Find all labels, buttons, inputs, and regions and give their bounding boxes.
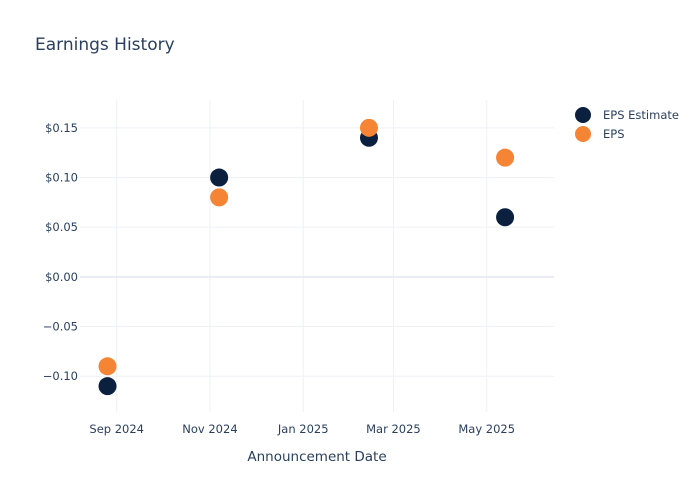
grid [80,100,554,412]
legend-label[interactable]: EPS Estimate [603,108,679,122]
x-tick-label: Mar 2025 [366,422,421,436]
y-axis-ticks: $0.15 $0.10 $0.05 $0.00 −0.05 −0.10 [43,121,78,383]
legend-label[interactable]: EPS [603,127,625,141]
x-tick-label: Sep 2024 [89,422,144,436]
y-tick-label: −0.05 [43,320,78,334]
y-tick-label: $0.00 [45,270,78,284]
x-axis-ticks: Sep 2024 Nov 2024 Jan 2025 Mar 2025 May 2025 [89,422,515,436]
x-axis-title: Announcement Date [247,449,386,465]
eps-actual-point[interactable] [496,148,515,167]
eps-actual-point[interactable] [359,118,378,137]
eps-actual-point[interactable] [98,357,117,376]
x-tick-label: May 2025 [458,422,515,436]
eps-estimate-point[interactable] [496,208,515,227]
legend[interactable]: EPS Estimate EPS [575,107,679,142]
y-tick-label: $0.15 [45,121,78,135]
chart-title: Earnings History [35,35,175,55]
data-points [98,118,515,396]
eps-actual-point[interactable] [210,188,229,207]
y-tick-label: $0.05 [45,220,78,234]
x-tick-label: Nov 2024 [182,422,237,436]
eps-estimate-point[interactable] [98,377,117,396]
legend-marker[interactable] [575,126,591,142]
y-tick-label: −0.10 [43,369,78,383]
eps-estimate-point[interactable] [210,168,229,187]
x-tick-label: Jan 2025 [277,422,329,436]
y-tick-label: $0.10 [45,171,78,185]
legend-marker[interactable] [575,107,591,123]
